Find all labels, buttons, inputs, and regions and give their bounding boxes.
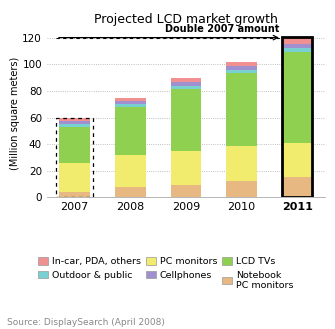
Bar <box>226 69 257 73</box>
Bar <box>59 127 90 163</box>
Text: Source: DisplaySearch (April 2008): Source: DisplaySearch (April 2008) <box>7 318 164 327</box>
Bar <box>226 146 257 181</box>
Bar <box>226 66 257 69</box>
Bar <box>59 124 90 127</box>
Bar <box>115 97 146 101</box>
Bar <box>115 155 146 187</box>
Bar <box>56 117 93 197</box>
Bar <box>282 43 313 48</box>
Bar <box>115 104 146 107</box>
Bar <box>282 37 313 197</box>
Bar <box>115 101 146 104</box>
Bar <box>59 117 90 121</box>
Bar <box>59 163 90 192</box>
Bar <box>59 121 90 124</box>
Bar <box>282 177 313 197</box>
Bar <box>59 192 90 197</box>
Bar <box>171 151 201 186</box>
Bar <box>171 186 201 197</box>
Y-axis label: (Million square meters): (Million square meters) <box>9 57 19 170</box>
Bar <box>115 107 146 155</box>
Bar <box>115 187 146 197</box>
Bar <box>282 48 313 52</box>
Title: Projected LCD market growth: Projected LCD market growth <box>94 13 278 26</box>
Legend: In-car, PDA, others, Outdoor & public, PC monitors, Cellphones, LCD TVs, Noteboo: In-car, PDA, others, Outdoor & public, P… <box>38 257 294 290</box>
Bar <box>282 52 313 143</box>
Bar <box>226 62 257 66</box>
Bar <box>282 37 313 44</box>
Bar <box>282 143 313 177</box>
Text: Double 2007 amount: Double 2007 amount <box>165 24 279 34</box>
Bar <box>226 73 257 146</box>
Bar <box>171 89 201 151</box>
Bar <box>171 78 201 82</box>
Bar <box>171 82 201 86</box>
Bar <box>171 86 201 89</box>
Bar <box>226 181 257 197</box>
